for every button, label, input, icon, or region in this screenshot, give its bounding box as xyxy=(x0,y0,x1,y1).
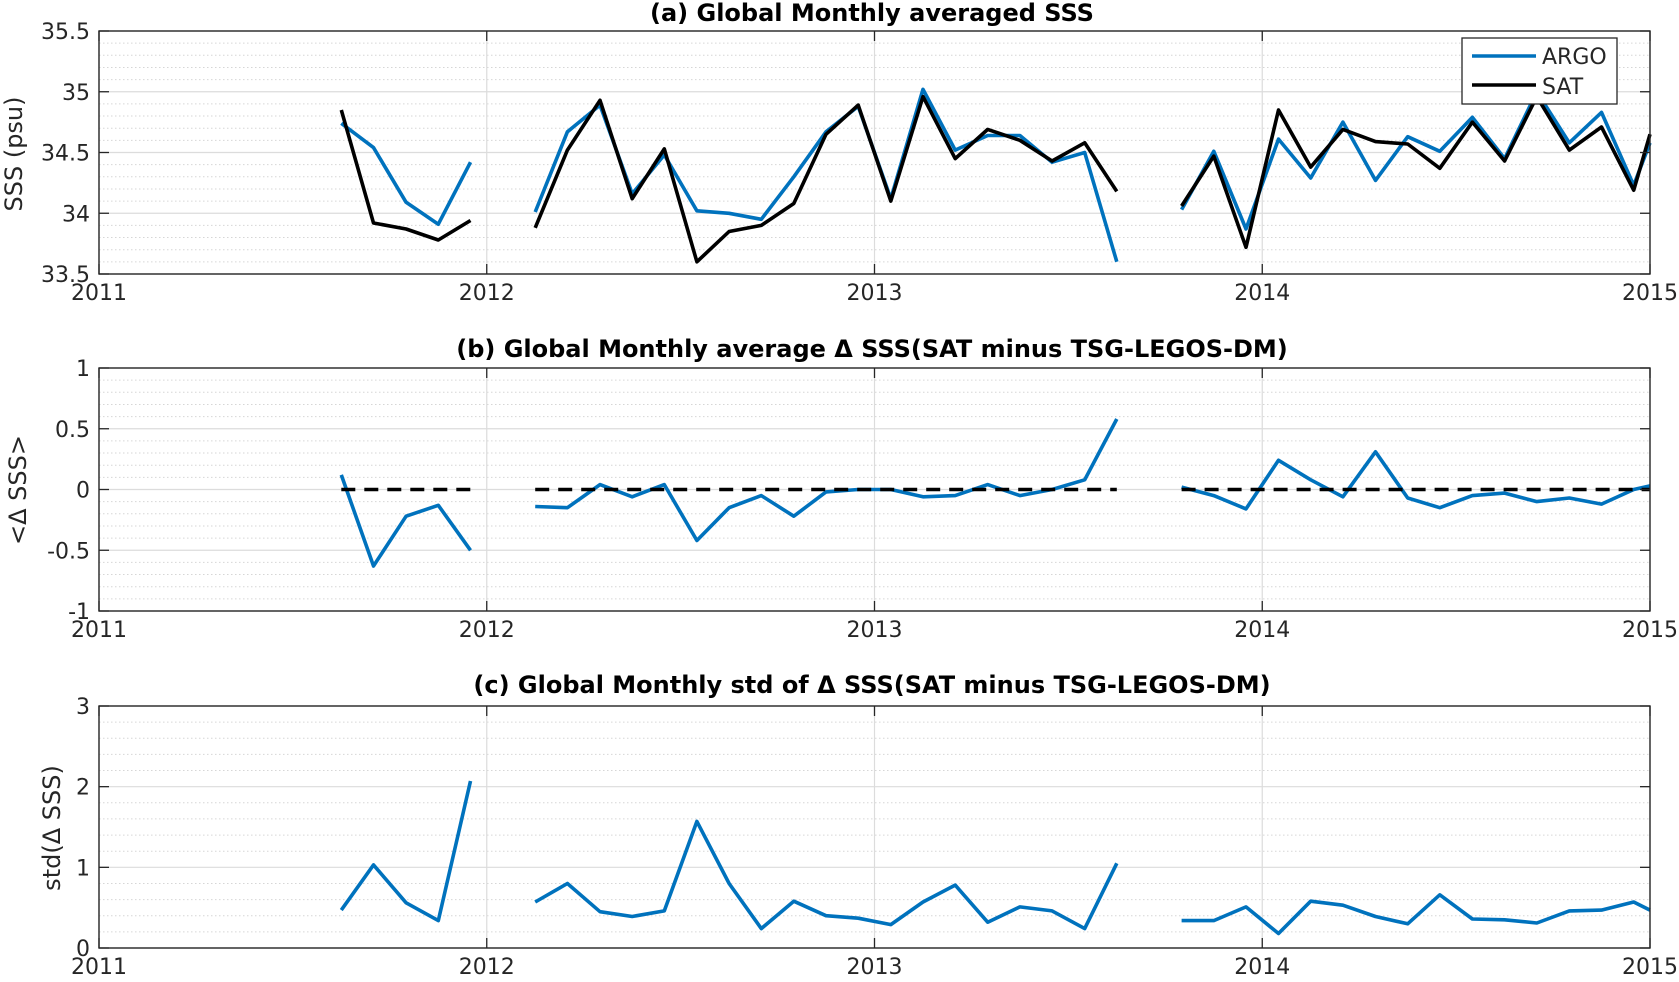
legend-label-sat: SAT xyxy=(1542,75,1584,100)
x-tick-label: 2011 xyxy=(71,618,127,643)
y-tick-label: 35 xyxy=(62,81,90,106)
y-tick-label: 1 xyxy=(76,856,90,881)
legend-box xyxy=(1461,37,1618,105)
panel-a: (a) Global Monthly averaged SSS SSS (psu… xyxy=(0,0,1678,306)
y-tick-label: -1 xyxy=(68,600,90,625)
y-tick-label: 3 xyxy=(76,695,90,720)
series-0-line xyxy=(534,819,1119,931)
y-tick-label: 35.5 xyxy=(41,20,90,45)
series-0-line xyxy=(1181,449,1651,511)
x-tick-label: 2013 xyxy=(847,955,903,980)
y-axis-label: std(Δ SSS) xyxy=(38,765,66,891)
y-axis-label: SSS (psu) xyxy=(0,96,28,211)
legend-label-argo: ARGO xyxy=(1542,45,1607,70)
y-tick-label: 34.5 xyxy=(41,142,90,167)
x-tick-label: 2012 xyxy=(459,281,515,306)
sat-line xyxy=(533,94,1119,264)
x-tick-label: 2014 xyxy=(1234,955,1290,980)
y-tick-label: 34 xyxy=(62,202,90,227)
panel-b: (b) Global Monthly average Δ SSS(SAT min… xyxy=(4,335,1678,643)
panel-title: (b) Global Monthly average Δ SSS(SAT min… xyxy=(456,335,1288,363)
x-tick-label: 2015 xyxy=(1622,955,1678,980)
sat-line xyxy=(1180,94,1652,250)
sat-line xyxy=(339,109,472,242)
y-tick-label: 1 xyxy=(76,357,90,382)
argo-line xyxy=(340,121,473,226)
series-0-line xyxy=(339,474,472,568)
panel-title: (a) Global Monthly averaged SSS xyxy=(650,0,1094,27)
legend: ARGO SAT xyxy=(1461,37,1618,105)
x-tick-label: 2015 xyxy=(1622,618,1678,643)
x-tick-label: 2014 xyxy=(1234,281,1290,306)
y-tick-label: 0 xyxy=(76,937,90,962)
y-tick-label: 0.5 xyxy=(55,418,90,443)
x-tick-label: 2013 xyxy=(847,281,903,306)
series-0-line xyxy=(339,780,473,923)
x-tick-label: 2011 xyxy=(71,281,127,306)
x-tick-label: 2013 xyxy=(847,618,903,643)
y-tick-label: 2 xyxy=(76,776,90,801)
y-axis-label: <Δ SSS> xyxy=(4,435,32,545)
x-tick-label: 2015 xyxy=(1622,281,1678,306)
x-tick-label: 2011 xyxy=(71,955,127,980)
y-tick-label: 33.5 xyxy=(41,263,90,288)
series-0-line xyxy=(1181,892,1651,936)
x-tick-label: 2012 xyxy=(459,618,515,643)
y-tick-label: -0.5 xyxy=(47,539,90,564)
y-tick-label: 0 xyxy=(76,479,90,504)
series-0-line xyxy=(535,418,1119,543)
x-tick-label: 2012 xyxy=(459,955,515,980)
panel-c: (c) Global Monthly std of Δ SSS(SAT minu… xyxy=(38,671,1678,980)
x-tick-label: 2014 xyxy=(1234,618,1290,643)
panel-title: (c) Global Monthly std of Δ SSS(SAT minu… xyxy=(473,671,1270,699)
